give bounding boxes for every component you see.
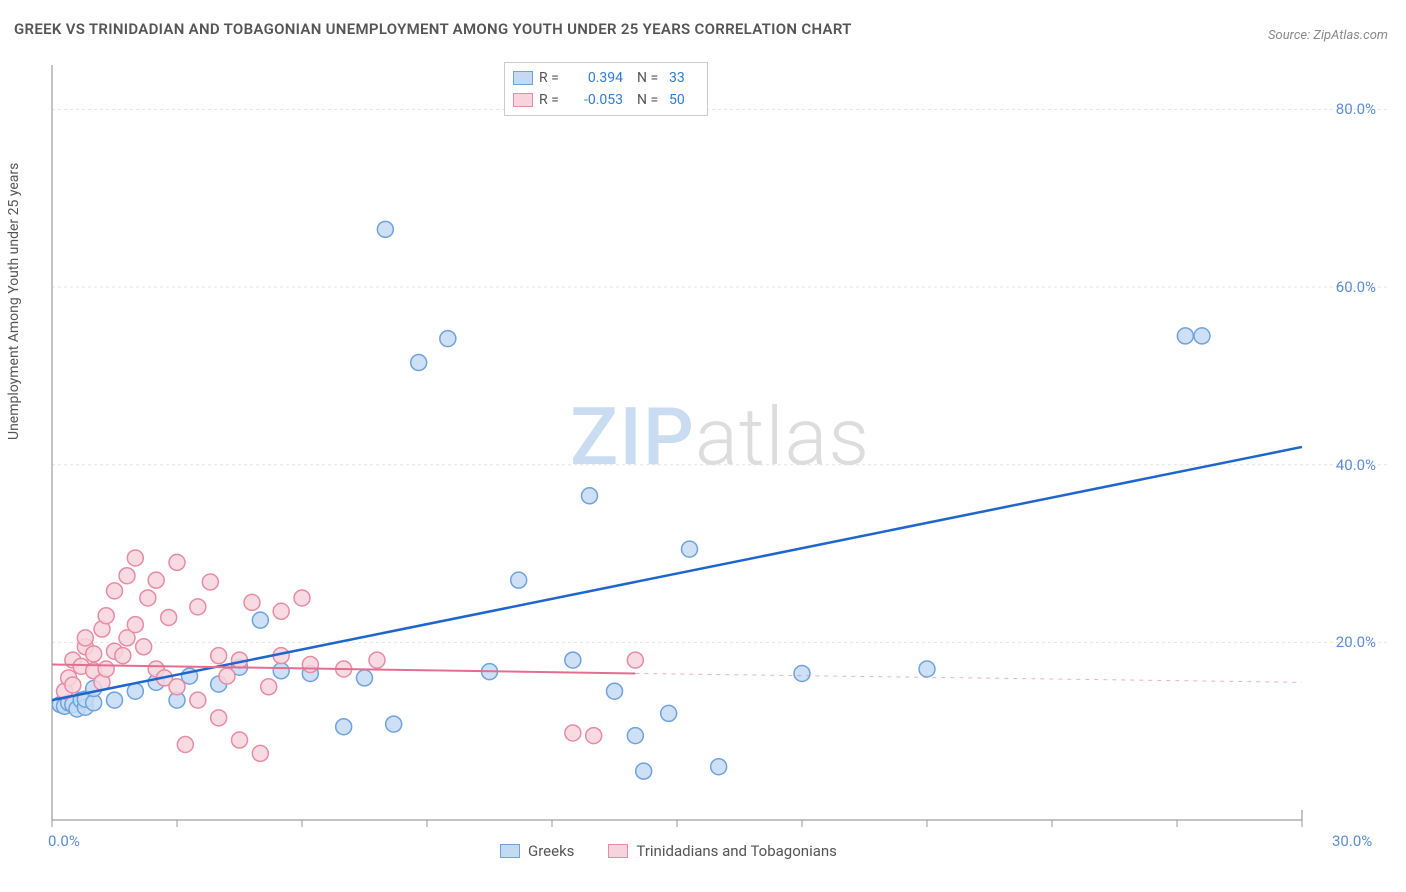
swatch-trinidad (513, 93, 533, 107)
legend-label-greeks: Greeks (528, 842, 574, 860)
legend-label-trinidad: Trinidadians and Tobagonians (636, 842, 836, 860)
r-label: R = (539, 70, 565, 86)
legend-row-greeks: R = 0.394 N = 33 (513, 67, 699, 89)
swatch-greeks (500, 844, 520, 858)
y-axis-label: Unemployment Among Youth under 25 years (6, 163, 22, 440)
y-tick-label: 80.0% (1336, 100, 1376, 118)
series-legend: Greeks Trinidadians and Tobagonians (500, 842, 837, 860)
y-tick-label: 20.0% (1336, 633, 1376, 651)
correlation-legend: R = 0.394 N = 33 R = -0.053 N = 50 (504, 62, 708, 116)
r-value-greeks: 0.394 (571, 70, 623, 86)
swatch-greeks (513, 71, 533, 85)
r-label: R = (539, 92, 565, 108)
y-tick-label: 40.0% (1336, 456, 1376, 474)
r-value-trinidad: -0.053 (571, 92, 623, 108)
legend-row-trinidad: R = -0.053 N = 50 (513, 89, 699, 111)
chart-title: GREEK VS TRINIDADIAN AND TOBAGONIAN UNEM… (14, 20, 852, 38)
n-label: N = (637, 70, 663, 86)
plot-svg (50, 60, 1390, 840)
swatch-trinidad (608, 844, 628, 858)
n-value-greeks: 33 (669, 70, 699, 86)
n-label: N = (637, 92, 663, 108)
x-tick-label: 0.0% (48, 832, 80, 850)
n-value-trinidad: 50 (669, 92, 699, 108)
source-label: Source: ZipAtlas.com (1268, 28, 1388, 43)
x-tick-label: 30.0% (1332, 832, 1372, 850)
y-tick-label: 60.0% (1336, 278, 1376, 296)
scatter-plot: ZIPatlas R = 0.394 N = 33 R = -0.053 N =… (50, 60, 1390, 840)
